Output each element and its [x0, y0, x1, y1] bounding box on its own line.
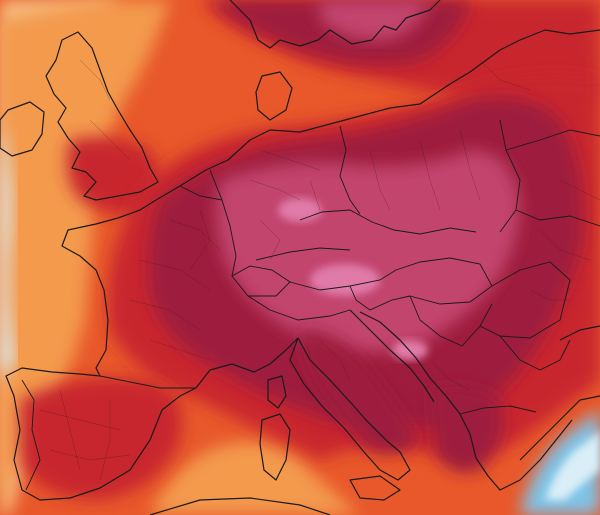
coast-france-mediterranean [195, 337, 299, 389]
coast-great-britain [45, 31, 159, 201]
region-line [149, 339, 211, 361]
coast-balkans [359, 311, 573, 491]
border-hungary [395, 257, 493, 305]
region-line [129, 299, 201, 331]
border-france-spain [99, 375, 196, 389]
coast-ireland [0, 101, 45, 157]
border-germany-czech [299, 209, 373, 223]
region-line [259, 149, 321, 171]
border-poland-east [499, 119, 521, 233]
field-iberia-veryhot [20, 377, 182, 500]
border-greece [459, 405, 537, 415]
border-ukraine [515, 209, 600, 227]
border-czech-slovakia [371, 221, 477, 235]
field-peak-balkans [392, 340, 428, 360]
field-peak-poland [440, 180, 500, 220]
coast-denmark [255, 71, 293, 121]
field-italy-extreme [300, 330, 420, 454]
region-line [39, 409, 121, 431]
field-southeast-cool [520, 410, 600, 515]
region-line [189, 209, 211, 271]
region-line [49, 449, 131, 461]
region-line [369, 149, 391, 211]
coast-corsica [267, 375, 287, 409]
region-line [559, 179, 600, 201]
border-belarus [505, 129, 600, 151]
coast-france-atlantic [61, 199, 157, 377]
region-line [429, 359, 471, 391]
region-line [249, 179, 301, 201]
coast-sicily [349, 475, 401, 501]
region-line [79, 59, 111, 101]
coast-italy [289, 337, 411, 481]
border-slovenia-croatia [349, 285, 411, 311]
border-benelux [179, 185, 223, 201]
border-balkans-1 [409, 295, 463, 347]
field-uk-veryhot [66, 136, 160, 214]
region-line [89, 119, 131, 161]
field-north-core [320, 0, 430, 41]
border-france-germany [209, 169, 237, 277]
coast-sardinia [259, 413, 291, 481]
coast-turkey [519, 395, 600, 461]
region-line [139, 259, 211, 291]
region-line [99, 400, 111, 481]
region-line [479, 59, 531, 91]
region-line [419, 139, 441, 211]
border-germany-poland [339, 125, 361, 215]
field-peak-germany [278, 198, 322, 222]
border-spain-portugal [21, 379, 41, 491]
region-line [309, 179, 321, 211]
coast-iberia [5, 367, 197, 501]
coast-italy-east [349, 309, 435, 403]
regional-borders [39, 59, 600, 481]
region-line [529, 289, 570, 301]
border-germany-austria [255, 247, 351, 261]
field-peak-alps [310, 264, 380, 296]
region-line [169, 219, 221, 251]
region-line [59, 389, 81, 471]
field-west-cool [0, 120, 15, 380]
coast-scandinavia [229, 0, 441, 49]
coast-black-sea [559, 325, 600, 341]
region-line [459, 129, 481, 201]
country-borders [21, 119, 600, 491]
region-line [259, 219, 281, 261]
border-bulgaria [499, 335, 571, 371]
border-italy-north [247, 295, 351, 321]
coast-north-africa [149, 497, 331, 515]
coast-continent-north [155, 29, 600, 201]
field-southeast-pale [545, 430, 600, 500]
field-south-warm [150, 442, 360, 515]
region-line [539, 229, 591, 261]
region-line [319, 339, 351, 381]
